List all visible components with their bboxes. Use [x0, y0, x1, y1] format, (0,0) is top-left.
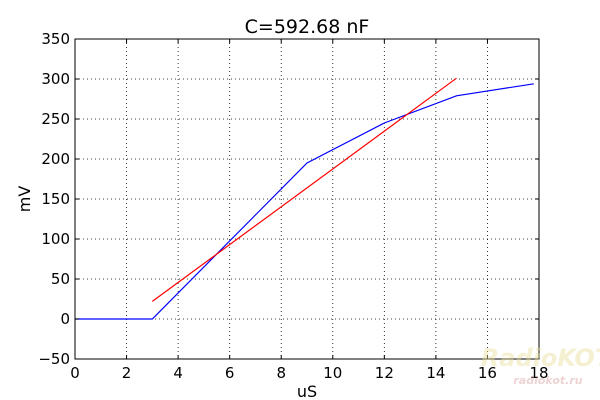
- grid-lines: [75, 39, 539, 359]
- y-tick-label: 300: [41, 70, 70, 88]
- watermark-site-text: radiokot.ru: [513, 374, 582, 387]
- y-tick-label: 200: [41, 150, 70, 168]
- x-tick-label: 4: [173, 364, 183, 382]
- x-tick-label: 12: [375, 364, 394, 382]
- y-tick-label: 50: [51, 270, 70, 288]
- y-axis-label: mV: [15, 186, 34, 213]
- series-line-1: [75, 83, 534, 320]
- x-axis-label: uS: [297, 382, 317, 400]
- y-tick-label: −50: [38, 350, 70, 368]
- x-tick-label: 6: [225, 364, 235, 382]
- watermark-logo: RadioKOT radiokot.ru: [481, 344, 600, 387]
- x-tick-label: 14: [426, 364, 445, 382]
- y-tick-label: 350: [41, 30, 70, 48]
- plot-series: [75, 77, 534, 320]
- y-tick-label: 0: [60, 310, 70, 328]
- y-tick-label: 250: [41, 110, 70, 128]
- x-tick-label: 18: [529, 364, 548, 382]
- x-tick-label: 10: [323, 364, 342, 382]
- chart-title: C=592.68 nF: [245, 16, 370, 38]
- x-tick-label: 0: [70, 364, 80, 382]
- series-line-2: [151, 77, 457, 302]
- y-tick-label: 100: [41, 230, 70, 248]
- y-tick-label: 150: [41, 190, 70, 208]
- x-tick-label: 8: [276, 364, 286, 382]
- watermark-logo-text: RadioKOT: [481, 344, 600, 372]
- x-tick-label: 2: [122, 364, 132, 382]
- x-tick-label: 16: [478, 364, 497, 382]
